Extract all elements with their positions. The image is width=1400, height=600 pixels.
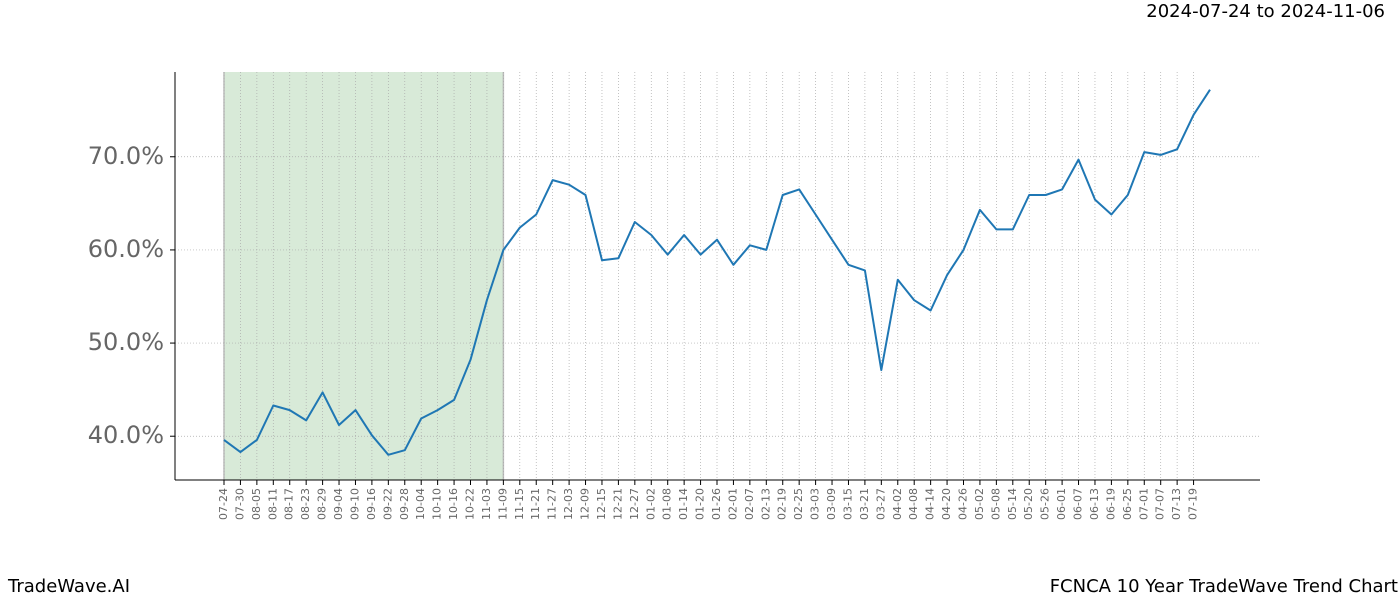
- x-tick-label: 04-08: [907, 488, 920, 520]
- x-tick-label: 11-09: [496, 488, 509, 520]
- x-tick-label: 05-14: [1006, 488, 1019, 520]
- y-tick-label: 70.0%: [88, 142, 164, 170]
- x-tick-label: 07-13: [1170, 488, 1183, 520]
- x-tick-label: 07-30: [233, 488, 246, 520]
- x-tick-label: 03-21: [858, 488, 871, 520]
- x-tick-label: 08-23: [299, 488, 312, 520]
- x-tick-label: 01-08: [661, 488, 674, 520]
- x-tick-label: 08-17: [283, 488, 296, 520]
- x-tick-label: 08-11: [266, 488, 279, 520]
- x-tick-label: 10-16: [447, 488, 460, 520]
- x-tick-label: 01-14: [677, 488, 690, 520]
- x-tick-label: 10-04: [414, 488, 427, 520]
- x-tick-label: 04-14: [924, 488, 937, 520]
- x-tick-label: 05-26: [1039, 488, 1052, 520]
- x-tick-label: 11-03: [480, 488, 493, 520]
- x-tick-label: 02-07: [743, 488, 756, 520]
- x-tick-label: 04-02: [891, 488, 904, 520]
- x-tick-label: 02-19: [776, 488, 789, 520]
- x-tick-label: 12-03: [562, 488, 575, 520]
- x-tick-label: 04-20: [940, 488, 953, 520]
- x-tick-label: 09-28: [398, 488, 411, 520]
- date-range: 2024-07-24 to 2024-11-06: [1146, 1, 1385, 22]
- chart-title: FCNCA 10 Year TradeWave Trend Chart: [1050, 576, 1398, 597]
- x-tick-label: 11-21: [529, 488, 542, 520]
- x-tick-label: 02-13: [759, 488, 772, 520]
- x-tick-label: 06-13: [1088, 488, 1101, 520]
- x-tick-label: 07-19: [1187, 488, 1200, 520]
- x-tick-label: 01-20: [694, 488, 707, 520]
- x-tick-label: 08-05: [250, 488, 263, 520]
- x-tick-label: 09-04: [332, 488, 345, 520]
- x-tick-label: 08-29: [316, 488, 329, 520]
- x-tick-label: 02-25: [792, 488, 805, 520]
- x-tick-label: 01-02: [644, 488, 657, 520]
- x-tick-label: 05-08: [989, 488, 1002, 520]
- x-tick-label: 12-21: [611, 488, 624, 520]
- y-tick-label: 40.0%: [88, 421, 164, 449]
- x-tick-label: 09-10: [348, 488, 361, 520]
- x-tick-label: 07-01: [1137, 488, 1150, 520]
- x-tick-label: 03-09: [825, 488, 838, 520]
- x-tick-label: 03-27: [874, 488, 887, 520]
- x-tick-label: 07-24: [217, 488, 230, 520]
- x-tick-label: 07-07: [1154, 488, 1167, 520]
- x-tick-label: 02-01: [726, 488, 739, 520]
- y-tick-label: 50.0%: [88, 328, 164, 356]
- x-tick-label: 11-27: [546, 488, 559, 520]
- x-tick-label: 10-10: [431, 488, 444, 520]
- x-tick-label: 06-01: [1055, 488, 1068, 520]
- x-tick-label: 06-07: [1072, 488, 1085, 520]
- x-tick-label: 09-22: [381, 488, 394, 520]
- x-tick-label: 01-26: [710, 488, 723, 520]
- x-tick-label: 10-22: [464, 488, 477, 520]
- x-tick-label: 06-19: [1104, 488, 1117, 520]
- x-tick-label: 12-09: [579, 488, 592, 520]
- x-tick-label: 12-15: [595, 488, 608, 520]
- x-tick-label: 09-16: [365, 488, 378, 520]
- x-tick-label: 05-02: [973, 488, 986, 520]
- x-tick-label: 12-27: [628, 488, 641, 520]
- x-tick-label: 11-15: [513, 488, 526, 520]
- x-tick-label: 05-20: [1022, 488, 1035, 520]
- x-tick-label: 03-15: [841, 488, 854, 520]
- x-tick-label: 06-25: [1121, 488, 1134, 520]
- y-tick-label: 60.0%: [88, 235, 164, 263]
- x-tick-label: 04-26: [957, 488, 970, 520]
- x-tick-label: 03-03: [809, 488, 822, 520]
- data-line: [223, 89, 1211, 456]
- brand: TradeWave.AI: [7, 576, 130, 597]
